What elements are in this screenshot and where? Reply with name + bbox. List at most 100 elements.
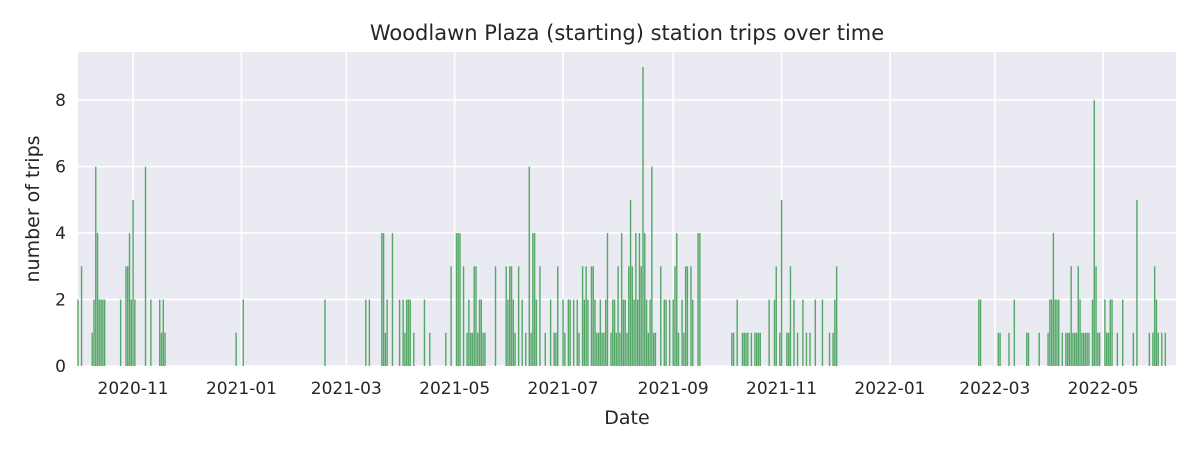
bar bbox=[1152, 332, 1154, 366]
x-tick-label: 2021-01 bbox=[206, 379, 277, 399]
bar bbox=[471, 332, 474, 366]
bar bbox=[484, 332, 486, 366]
bar bbox=[779, 332, 781, 366]
bar bbox=[631, 266, 634, 366]
bar bbox=[103, 299, 106, 366]
bar bbox=[477, 332, 479, 366]
bar bbox=[1075, 332, 1078, 366]
bar bbox=[564, 332, 566, 366]
bar bbox=[164, 332, 166, 366]
bar bbox=[1008, 332, 1010, 366]
bar bbox=[697, 233, 699, 366]
bar bbox=[1086, 332, 1088, 366]
bar bbox=[95, 166, 97, 366]
bar bbox=[473, 266, 475, 366]
bar bbox=[757, 332, 760, 366]
x-tick-label: 2022-03 bbox=[959, 379, 1030, 399]
bar bbox=[793, 299, 795, 366]
bar bbox=[562, 299, 564, 366]
bar bbox=[1026, 332, 1028, 366]
bar bbox=[786, 332, 788, 366]
bar bbox=[651, 166, 653, 366]
bar bbox=[1054, 299, 1056, 366]
bar bbox=[796, 332, 799, 366]
x-tick-label: 2021-03 bbox=[311, 379, 382, 399]
bar bbox=[455, 233, 458, 366]
bar bbox=[1050, 299, 1053, 366]
bar bbox=[1074, 332, 1076, 366]
bar bbox=[1061, 332, 1064, 366]
bar bbox=[413, 332, 415, 366]
bar bbox=[1157, 332, 1159, 366]
bar bbox=[775, 266, 777, 366]
bar bbox=[805, 332, 808, 366]
bar bbox=[368, 299, 371, 366]
bar bbox=[398, 299, 401, 366]
bar bbox=[821, 299, 824, 366]
bar bbox=[684, 266, 687, 366]
bar bbox=[507, 299, 509, 366]
bar bbox=[1027, 332, 1030, 366]
bar bbox=[581, 266, 584, 366]
bar bbox=[1093, 100, 1095, 366]
plot-background bbox=[78, 52, 1176, 366]
bar bbox=[533, 233, 536, 366]
bar bbox=[1088, 332, 1090, 366]
x-tick-label: 2021-07 bbox=[528, 379, 599, 399]
x-axis-label: Date bbox=[604, 407, 649, 429]
bar bbox=[405, 299, 408, 366]
bar bbox=[773, 299, 776, 366]
bar bbox=[755, 332, 758, 366]
bar bbox=[692, 299, 694, 366]
bar bbox=[100, 299, 102, 366]
bar bbox=[1013, 299, 1016, 366]
bar bbox=[80, 266, 83, 366]
bar bbox=[402, 299, 404, 366]
y-tick-label: 8 bbox=[55, 91, 66, 111]
bar bbox=[505, 266, 507, 366]
bar bbox=[466, 332, 468, 366]
bar bbox=[665, 299, 667, 366]
bar bbox=[759, 332, 761, 366]
bar bbox=[1052, 233, 1055, 366]
bar bbox=[663, 299, 666, 366]
bar bbox=[134, 299, 136, 366]
bar bbox=[1038, 332, 1040, 366]
bar bbox=[509, 266, 511, 366]
bar bbox=[1161, 332, 1163, 366]
x-tick-label: 2020-11 bbox=[98, 379, 169, 399]
bar bbox=[736, 299, 738, 366]
bar bbox=[1097, 332, 1099, 366]
bar bbox=[96, 233, 99, 366]
bar bbox=[732, 332, 735, 366]
bar bbox=[91, 332, 93, 366]
bar bbox=[745, 332, 747, 366]
bar bbox=[754, 332, 756, 366]
bar bbox=[583, 299, 586, 366]
bar bbox=[1047, 332, 1049, 366]
bar bbox=[1136, 199, 1138, 366]
bar bbox=[128, 233, 131, 366]
bar bbox=[699, 233, 701, 366]
bar bbox=[119, 299, 122, 366]
bar bbox=[510, 266, 513, 366]
x-tick-label: 2022-01 bbox=[854, 379, 925, 399]
bar bbox=[521, 299, 523, 366]
bar bbox=[1058, 299, 1060, 366]
bar bbox=[494, 266, 497, 366]
bar bbox=[1132, 332, 1135, 366]
bar bbox=[635, 233, 637, 366]
bar bbox=[482, 332, 484, 366]
bar bbox=[999, 332, 1001, 366]
bar bbox=[620, 233, 623, 366]
bar bbox=[1072, 332, 1074, 366]
bar bbox=[445, 332, 447, 366]
bar bbox=[612, 299, 614, 366]
bar bbox=[1104, 299, 1106, 366]
bar bbox=[1164, 332, 1167, 366]
bar bbox=[514, 332, 516, 366]
bar bbox=[622, 299, 625, 366]
bar bbox=[828, 332, 831, 366]
bar bbox=[125, 266, 127, 366]
bar bbox=[365, 299, 367, 366]
